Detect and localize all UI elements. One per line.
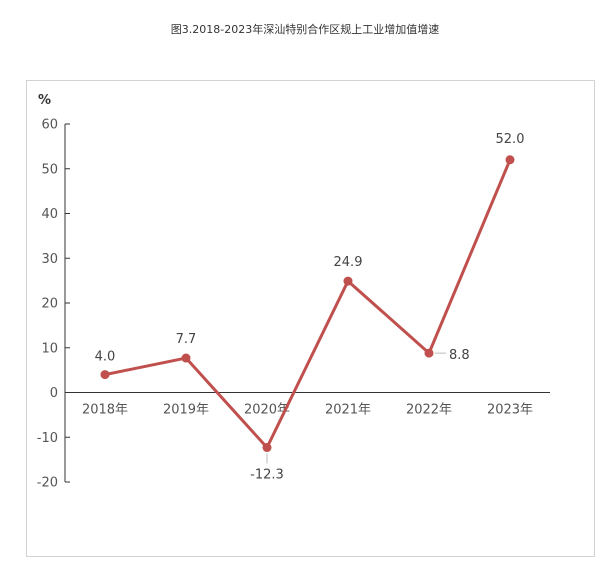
y-tick-label: 50 [41,162,58,177]
x-tick-label: 2023年 [487,403,533,418]
data-point [343,276,353,286]
y-tick-label: 0 [50,386,58,401]
data-label: 8.8 [449,348,470,363]
x-tick-label: 2022年 [406,403,452,418]
y-tick-label: 20 [41,297,58,312]
data-point [505,155,515,165]
x-tick-label: 2019年 [163,403,209,418]
series-line [103,158,512,450]
y-tick-label: 40 [41,207,58,222]
x-tick-label: 2018年 [82,403,128,418]
y-tick-label: 60 [41,118,58,133]
y-tick-label: -10 [37,431,58,446]
data-label: -12.3 [250,468,284,483]
data-label: 4.0 [95,350,116,365]
y-tick-label: 30 [41,252,58,267]
data-labels: 4.0 7.7 -12.3 24.9 8.8 52.0 [95,132,525,483]
x-tick-label: 2021年 [325,403,371,418]
data-label: 7.7 [176,332,197,347]
data-point [262,443,272,453]
data-point [181,353,191,363]
x-axis: 2018年 2019年 2020年 2021年 2022年 2023年 [65,392,550,418]
y-axis: % 60 50 40 30 20 10 0 -10 -20 [37,93,70,491]
y-tick-label: 10 [41,341,58,356]
data-point [100,370,110,380]
x-tick-label: 2020年 [244,403,290,418]
y-tick-label: -20 [37,476,58,491]
chart-title: 图3.2018-2023年深汕特别合作区规上工业增加值增速 [170,23,440,36]
data-label: 52.0 [496,132,525,147]
y-axis-unit-label: % [38,93,51,108]
data-label: 24.9 [334,255,363,270]
data-point [424,348,434,358]
series-line-group [100,155,515,453]
chart-frame [26,80,595,557]
